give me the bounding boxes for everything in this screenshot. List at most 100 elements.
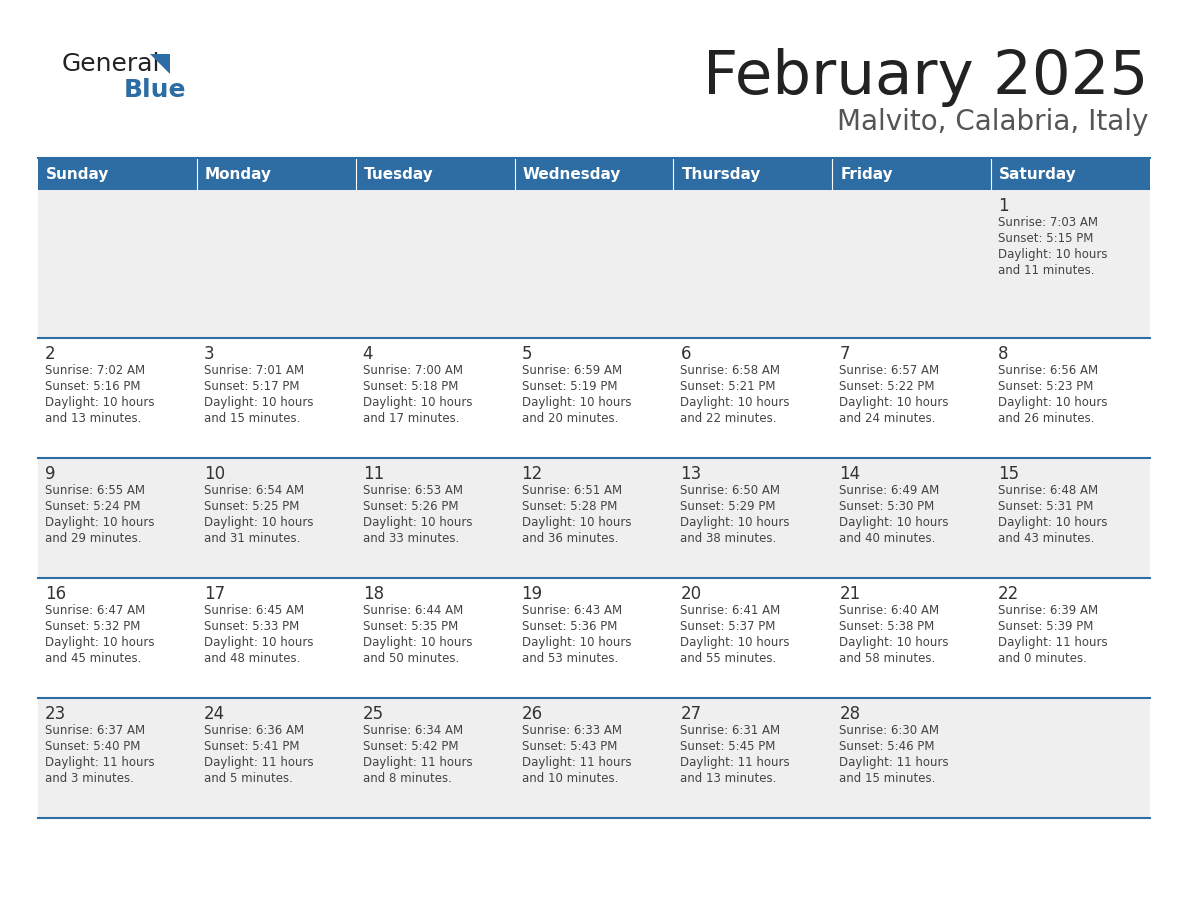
Text: Sunset: 5:45 PM: Sunset: 5:45 PM xyxy=(681,740,776,753)
Text: and 13 minutes.: and 13 minutes. xyxy=(681,772,777,785)
Text: Sunrise: 6:55 AM: Sunrise: 6:55 AM xyxy=(45,484,145,497)
Text: Sunset: 5:24 PM: Sunset: 5:24 PM xyxy=(45,500,140,513)
Text: Sunrise: 6:54 AM: Sunrise: 6:54 AM xyxy=(204,484,304,497)
Text: Sunday: Sunday xyxy=(46,166,109,182)
Text: and 29 minutes.: and 29 minutes. xyxy=(45,532,141,545)
Text: and 36 minutes.: and 36 minutes. xyxy=(522,532,618,545)
Text: Daylight: 10 hours: Daylight: 10 hours xyxy=(362,636,472,649)
Bar xyxy=(38,158,197,190)
Text: Sunset: 5:16 PM: Sunset: 5:16 PM xyxy=(45,380,140,393)
Text: Sunset: 5:32 PM: Sunset: 5:32 PM xyxy=(45,620,140,633)
Text: 14: 14 xyxy=(839,465,860,483)
Text: Daylight: 10 hours: Daylight: 10 hours xyxy=(998,396,1107,409)
Bar xyxy=(833,158,991,190)
Text: Sunrise: 6:49 AM: Sunrise: 6:49 AM xyxy=(839,484,940,497)
Text: and 11 minutes.: and 11 minutes. xyxy=(998,264,1094,277)
Text: 12: 12 xyxy=(522,465,543,483)
Text: Daylight: 10 hours: Daylight: 10 hours xyxy=(522,516,631,529)
Text: 18: 18 xyxy=(362,585,384,603)
Text: Sunset: 5:43 PM: Sunset: 5:43 PM xyxy=(522,740,617,753)
Text: 27: 27 xyxy=(681,705,702,723)
Text: and 3 minutes.: and 3 minutes. xyxy=(45,772,134,785)
Text: 21: 21 xyxy=(839,585,860,603)
Text: Sunrise: 6:34 AM: Sunrise: 6:34 AM xyxy=(362,724,463,737)
Text: and 26 minutes.: and 26 minutes. xyxy=(998,412,1094,425)
Text: Sunrise: 6:41 AM: Sunrise: 6:41 AM xyxy=(681,604,781,617)
Text: 28: 28 xyxy=(839,705,860,723)
Text: Sunrise: 6:37 AM: Sunrise: 6:37 AM xyxy=(45,724,145,737)
Text: Daylight: 11 hours: Daylight: 11 hours xyxy=(998,636,1107,649)
Text: and 0 minutes.: and 0 minutes. xyxy=(998,652,1087,665)
Text: Sunrise: 6:51 AM: Sunrise: 6:51 AM xyxy=(522,484,621,497)
Text: and 53 minutes.: and 53 minutes. xyxy=(522,652,618,665)
Text: and 45 minutes.: and 45 minutes. xyxy=(45,652,141,665)
Text: Sunrise: 6:45 AM: Sunrise: 6:45 AM xyxy=(204,604,304,617)
Text: Sunset: 5:42 PM: Sunset: 5:42 PM xyxy=(362,740,459,753)
Text: and 24 minutes.: and 24 minutes. xyxy=(839,412,936,425)
Text: 23: 23 xyxy=(45,705,67,723)
Text: Friday: Friday xyxy=(840,166,893,182)
Text: Sunset: 5:29 PM: Sunset: 5:29 PM xyxy=(681,500,776,513)
Text: 11: 11 xyxy=(362,465,384,483)
Text: Sunset: 5:31 PM: Sunset: 5:31 PM xyxy=(998,500,1093,513)
Text: Sunrise: 6:30 AM: Sunrise: 6:30 AM xyxy=(839,724,940,737)
Text: Sunrise: 6:53 AM: Sunrise: 6:53 AM xyxy=(362,484,462,497)
Text: 25: 25 xyxy=(362,705,384,723)
Bar xyxy=(991,158,1150,190)
Text: Daylight: 10 hours: Daylight: 10 hours xyxy=(362,516,472,529)
Text: and 38 minutes.: and 38 minutes. xyxy=(681,532,777,545)
Text: Daylight: 11 hours: Daylight: 11 hours xyxy=(204,756,314,769)
Text: Sunset: 5:33 PM: Sunset: 5:33 PM xyxy=(204,620,299,633)
Text: Daylight: 10 hours: Daylight: 10 hours xyxy=(362,396,472,409)
Text: Sunset: 5:26 PM: Sunset: 5:26 PM xyxy=(362,500,459,513)
Text: Sunset: 5:36 PM: Sunset: 5:36 PM xyxy=(522,620,617,633)
Text: Daylight: 10 hours: Daylight: 10 hours xyxy=(522,396,631,409)
Text: Sunset: 5:19 PM: Sunset: 5:19 PM xyxy=(522,380,617,393)
Text: and 31 minutes.: and 31 minutes. xyxy=(204,532,301,545)
Bar xyxy=(674,158,833,190)
Text: and 8 minutes.: and 8 minutes. xyxy=(362,772,451,785)
Text: Daylight: 11 hours: Daylight: 11 hours xyxy=(681,756,790,769)
Bar xyxy=(197,158,355,190)
Text: and 10 minutes.: and 10 minutes. xyxy=(522,772,618,785)
Text: Sunset: 5:35 PM: Sunset: 5:35 PM xyxy=(362,620,457,633)
Text: and 50 minutes.: and 50 minutes. xyxy=(362,652,459,665)
Text: Sunrise: 6:43 AM: Sunrise: 6:43 AM xyxy=(522,604,621,617)
Text: Sunrise: 6:50 AM: Sunrise: 6:50 AM xyxy=(681,484,781,497)
Text: Monday: Monday xyxy=(204,166,272,182)
Text: Daylight: 10 hours: Daylight: 10 hours xyxy=(45,516,154,529)
Text: Sunrise: 6:39 AM: Sunrise: 6:39 AM xyxy=(998,604,1098,617)
Text: Daylight: 10 hours: Daylight: 10 hours xyxy=(204,516,314,529)
Text: Sunset: 5:40 PM: Sunset: 5:40 PM xyxy=(45,740,140,753)
Text: Daylight: 10 hours: Daylight: 10 hours xyxy=(681,636,790,649)
Text: Daylight: 10 hours: Daylight: 10 hours xyxy=(998,248,1107,261)
Text: Daylight: 10 hours: Daylight: 10 hours xyxy=(204,396,314,409)
Text: Daylight: 11 hours: Daylight: 11 hours xyxy=(45,756,154,769)
Text: 17: 17 xyxy=(204,585,225,603)
Text: Saturday: Saturday xyxy=(999,166,1076,182)
Text: 20: 20 xyxy=(681,585,702,603)
Text: and 5 minutes.: and 5 minutes. xyxy=(204,772,292,785)
Text: Daylight: 11 hours: Daylight: 11 hours xyxy=(522,756,631,769)
Text: and 40 minutes.: and 40 minutes. xyxy=(839,532,936,545)
Text: 15: 15 xyxy=(998,465,1019,483)
Text: Daylight: 10 hours: Daylight: 10 hours xyxy=(522,636,631,649)
Text: and 17 minutes.: and 17 minutes. xyxy=(362,412,460,425)
Text: Sunrise: 6:48 AM: Sunrise: 6:48 AM xyxy=(998,484,1098,497)
Text: Sunrise: 6:58 AM: Sunrise: 6:58 AM xyxy=(681,364,781,377)
Text: 19: 19 xyxy=(522,585,543,603)
Text: Daylight: 10 hours: Daylight: 10 hours xyxy=(839,636,949,649)
Text: Sunrise: 7:00 AM: Sunrise: 7:00 AM xyxy=(362,364,462,377)
Text: Sunset: 5:23 PM: Sunset: 5:23 PM xyxy=(998,380,1093,393)
Bar xyxy=(514,158,674,190)
Text: 8: 8 xyxy=(998,345,1009,363)
Polygon shape xyxy=(150,54,170,74)
Bar xyxy=(38,190,1150,338)
Text: Daylight: 10 hours: Daylight: 10 hours xyxy=(45,396,154,409)
Text: 1: 1 xyxy=(998,197,1009,215)
Text: Sunrise: 6:44 AM: Sunrise: 6:44 AM xyxy=(362,604,463,617)
Text: Sunset: 5:39 PM: Sunset: 5:39 PM xyxy=(998,620,1093,633)
Text: Sunrise: 6:31 AM: Sunrise: 6:31 AM xyxy=(681,724,781,737)
Text: 4: 4 xyxy=(362,345,373,363)
Text: 9: 9 xyxy=(45,465,56,483)
